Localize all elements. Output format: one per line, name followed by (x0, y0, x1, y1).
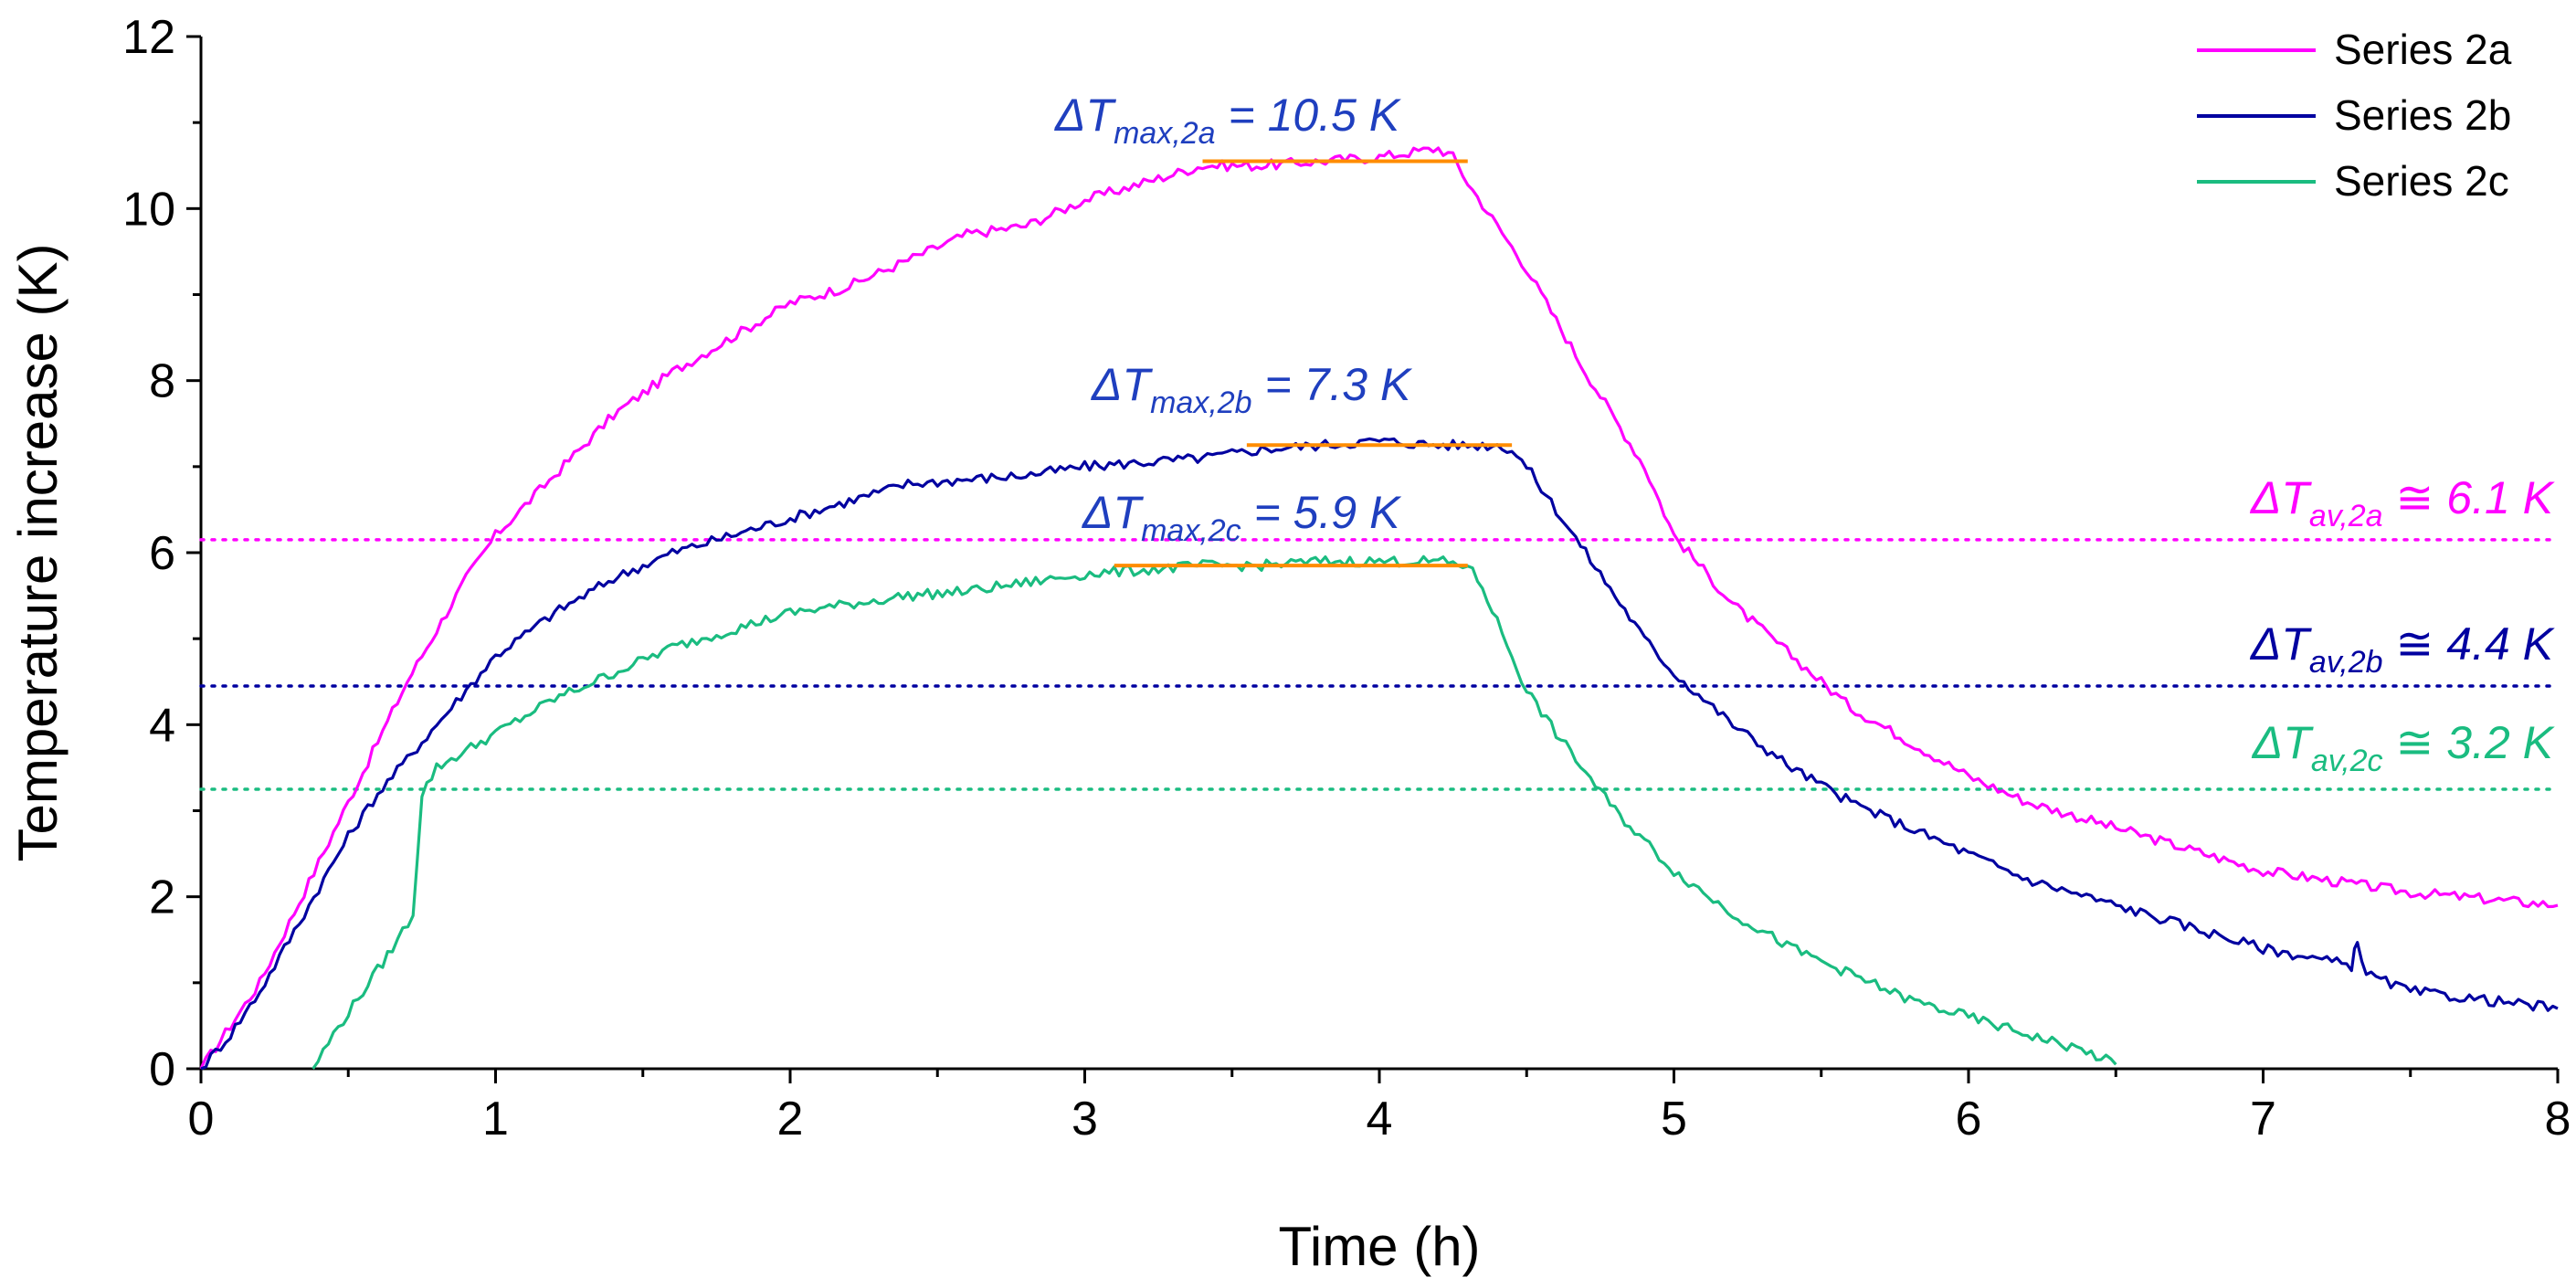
annotation-av-2c-main: ΔT (2252, 717, 2315, 768)
annotation-av-2a-sub: av,2a (2309, 499, 2383, 533)
x-tick-label: 6 (1956, 1093, 1982, 1145)
annotation-av-2b-sub: av,2b (2309, 645, 2383, 680)
annotation-max-2b-sub: max,2b (1150, 385, 1252, 420)
annotation-av-2b-rest: ≅ 4.4 K (2383, 618, 2556, 670)
y-tick-label: 8 (149, 355, 175, 408)
series-line-2c (311, 554, 2117, 1070)
y-ticks: 0 2 4 6 8 10 12 (122, 11, 201, 1096)
legend: Series 2a Series 2b Series 2c (2197, 26, 2512, 205)
annotation-max-2a: ΔTmax,2a = 10.5 K (1054, 90, 1402, 151)
x-tick-label: 7 (2250, 1093, 2276, 1145)
legend-label-2a: Series 2a (2334, 26, 2512, 73)
annotation-av-2a-main: ΔT (2250, 472, 2313, 523)
x-axis-title: Time (h) (1278, 1216, 1480, 1277)
y-tick-label: 10 (122, 183, 175, 236)
y-tick-label: 12 (122, 11, 175, 64)
annotation-av-2a-rest: ≅ 6.1 K (2383, 472, 2556, 523)
annotation-max-2c: ΔTmax,2c = 5.9 K (1082, 487, 1402, 548)
x-ticks: 0 1 2 3 4 5 6 7 8 (188, 1069, 2571, 1145)
x-tick-label: 3 (1072, 1093, 1098, 1145)
annotation-max-2c-rest: = 5.9 K (1241, 487, 1402, 538)
average-lines (199, 538, 2560, 791)
x-tick-label: 2 (777, 1093, 804, 1145)
annotation-av-2a: ΔTav,2a ≅ 6.1 K (2250, 472, 2556, 533)
annotation-max-2c-main: ΔT (1082, 487, 1145, 538)
legend-label-2b: Series 2b (2334, 91, 2511, 139)
annotation-max-2b: ΔTmax,2b = 7.3 K (1091, 359, 1413, 420)
y-tick-label: 6 (149, 527, 175, 580)
annotation-max-2b-main: ΔT (1091, 359, 1154, 410)
series-group (199, 146, 2559, 1071)
annotation-max-2b-rest: = 7.3 K (1252, 359, 1413, 410)
annotation-av-2b: ΔTav,2b ≅ 4.4 K (2250, 618, 2556, 680)
series-line-2b (200, 437, 2559, 1071)
legend-label-2c: Series 2c (2334, 157, 2509, 205)
annotation-max-2a-rest: = 10.5 K (1216, 90, 1402, 141)
annotation-av-2b-main: ΔT (2250, 618, 2313, 670)
axes (199, 37, 2558, 1071)
max-lines (1114, 159, 1513, 568)
x-tick-label: 8 (2545, 1093, 2571, 1145)
y-tick-label: 0 (149, 1043, 175, 1096)
x-tick-label: 5 (1661, 1093, 1687, 1145)
y-tick-label: 4 (149, 699, 175, 752)
annotation-max-2a-sub: max,2a (1114, 116, 1216, 151)
annotation-av-2c-rest: ≅ 3.2 K (2383, 717, 2556, 768)
x-tick-label: 4 (1367, 1093, 1393, 1145)
annotation-max-2c-sub: max,2c (1141, 513, 1241, 548)
series-line-2a (199, 146, 2559, 1070)
x-tick-label: 0 (188, 1093, 215, 1145)
annotation-av-2c: ΔTav,2c ≅ 3.2 K (2252, 717, 2556, 778)
annotation-max-2a-main: ΔT (1054, 90, 1117, 141)
y-tick-label: 2 (149, 871, 175, 924)
annotation-av-2c-sub: av,2c (2311, 744, 2383, 778)
y-axis-title: Temperature increase (K) (7, 244, 69, 862)
x-tick-label: 1 (482, 1093, 509, 1145)
